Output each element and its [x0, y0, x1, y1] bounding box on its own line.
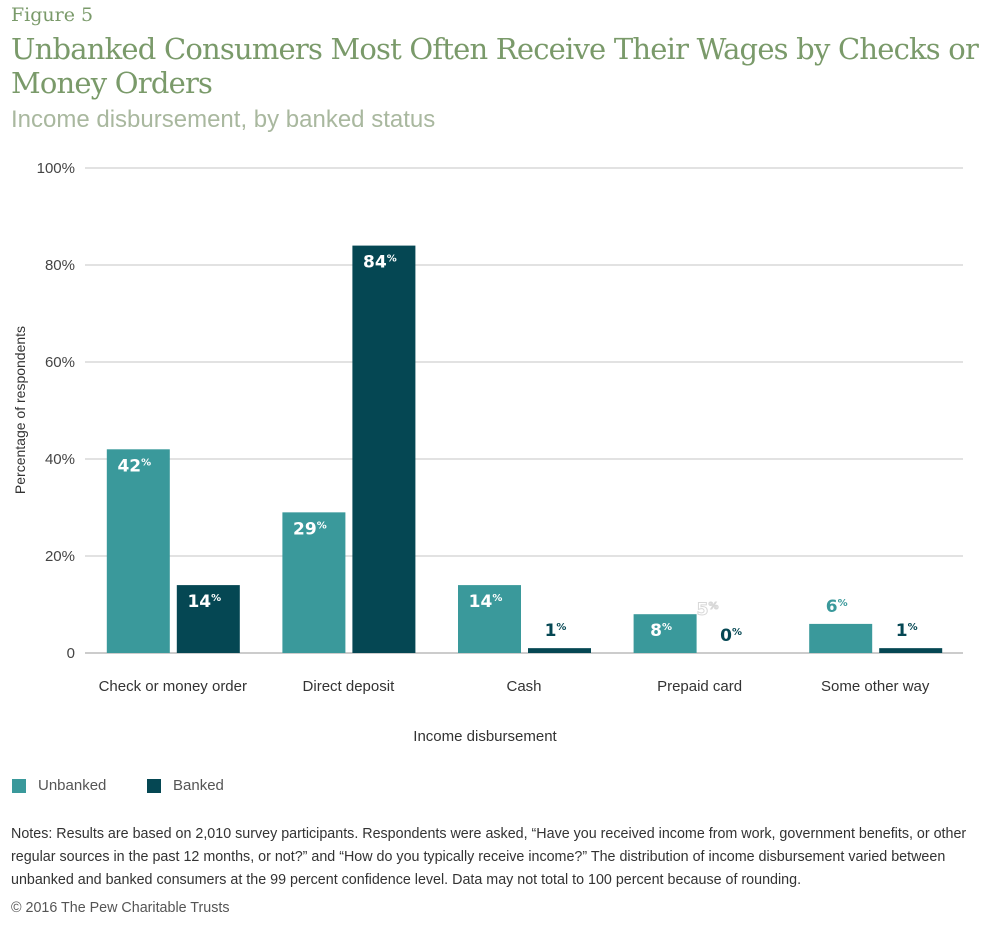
bar-unbanked [458, 585, 521, 653]
copyright: © 2016 The Pew Charitable Trusts [11, 900, 230, 916]
bar-unbanked [809, 623, 873, 653]
legend-label-unbanked: Unbanked [38, 777, 107, 794]
data-label: 0% [720, 626, 742, 646]
data-label: 6% [826, 597, 848, 617]
bar-unbanked [282, 512, 346, 653]
bar-banked [528, 648, 591, 653]
y-tick-label: 40% [45, 451, 75, 468]
notes: Notes: Results are based on 2,010 survey… [11, 826, 967, 888]
legend-label-banked: Banked [173, 777, 224, 794]
y-tick-label: 0 [67, 645, 75, 662]
chart-subtitle: Income disbursement, by banked status [11, 106, 436, 133]
bar-banked [352, 245, 416, 653]
data-label: 1% [545, 621, 567, 641]
y-axis-label: Percentage of respondents [12, 326, 28, 494]
x-tick-label: Check or money order [99, 678, 247, 695]
y-tick-label: 60% [45, 354, 75, 371]
y-tick-label: 20% [45, 548, 75, 565]
x-tick-label: Prepaid card [657, 678, 742, 695]
bar-unbanked [106, 449, 170, 653]
figure-label: Figure 5 [11, 4, 94, 26]
x-tick-label: Some other way [821, 678, 930, 695]
bar-banked [176, 585, 240, 653]
x-tick-label: Cash [506, 678, 541, 695]
stray-label: 5% [697, 600, 719, 620]
data-label: 1% [896, 621, 918, 641]
y-tick-label: 80% [45, 257, 75, 274]
chart-title: Unbanked Consumers Most Often Receive Th… [11, 32, 979, 100]
bar-chart: 020%40%60%80%100%Check or money order42%… [12, 160, 963, 745]
legend-swatch-banked [147, 779, 161, 793]
x-tick-label: Direct deposit [303, 678, 396, 695]
legend-swatch-unbanked [12, 779, 26, 793]
y-tick-label: 100% [37, 160, 75, 177]
x-axis-label: Income disbursement [413, 728, 557, 745]
bar-unbanked [633, 614, 697, 653]
bar-banked [879, 648, 943, 653]
